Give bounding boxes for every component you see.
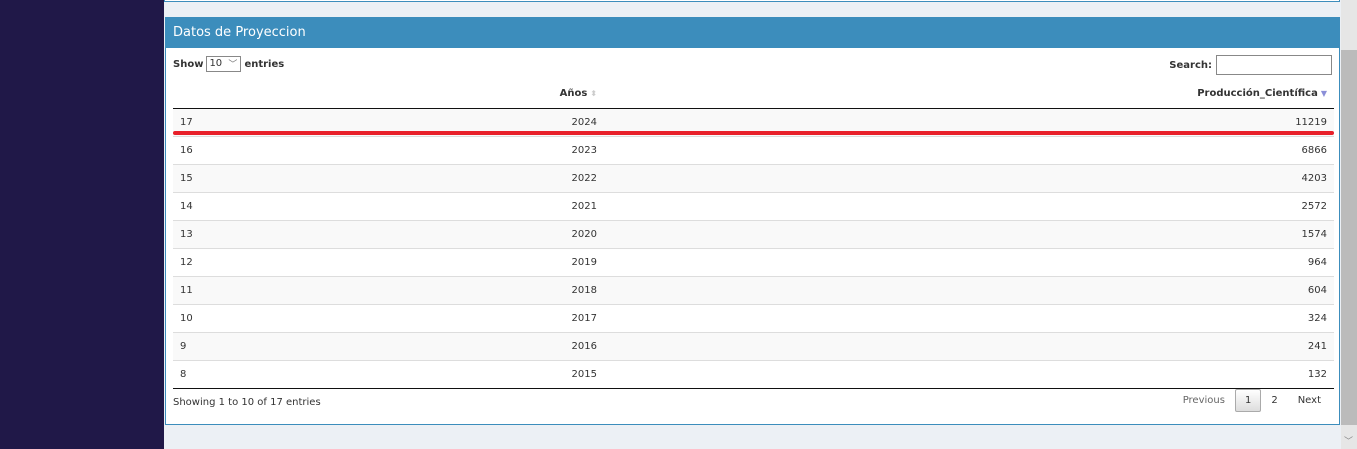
data-table: Años ⬍ Producción_Científica ▼ 17 2024 11219… [173,80,1334,389]
header-index[interactable] [173,80,403,109]
table-row[interactable]: 14 2021 2572 [173,191,1334,220]
page-2-button[interactable]: 2 [1271,395,1278,406]
table-row[interactable]: 8 2015 132 [173,359,1334,389]
header-anos[interactable]: Años ⬍ [403,80,604,109]
table-row[interactable]: 11 2018 604 [173,275,1334,304]
row-year: 2019 [403,247,604,276]
row-year: 2016 [403,331,604,360]
length-control: Show 10 ﹀ entries [173,56,284,72]
scrollbar-thumb[interactable] [1341,50,1357,425]
show-label: Show [173,58,204,70]
row-year: 2020 [403,219,604,248]
search-control: Search: [1169,55,1332,75]
scrollbar[interactable]: ﹀ [1341,0,1357,449]
row-index: 16 [173,135,403,164]
projection-data-box: Datos de Proyeccion Show 10 ﹀ entries Sea… [165,17,1340,425]
page-1-button[interactable]: 1 [1234,389,1262,412]
row-year: 2023 [403,135,604,164]
row-year: 2018 [403,275,604,304]
row-index: 10 [173,303,403,332]
sidebar [0,0,164,449]
row-year: 2021 [403,191,604,220]
row-index: 13 [173,219,403,248]
row-year: 2022 [403,163,604,192]
row-index: 12 [173,247,403,276]
pagination: Previous 1 2 Next [1173,389,1331,412]
header-produccion[interactable]: Producción_Científica ▼ [604,80,1334,109]
highlight-underline [173,131,1334,135]
row-production: 964 [604,247,1334,276]
entries-value: 10 [209,58,223,69]
table-row[interactable]: 15 2022 4203 [173,163,1334,192]
search-input[interactable] [1216,55,1332,75]
header-label: Producción_Científica [1197,88,1318,100]
next-button[interactable]: Next [1297,395,1321,406]
row-production: 132 [604,359,1334,389]
row-production: 6866 [604,135,1334,164]
table-row[interactable]: 16 2023 6866 [173,135,1334,164]
row-index: 9 [173,331,403,360]
row-production: 604 [604,275,1334,304]
sort-desc-icon: ▼ [1320,89,1327,99]
scroll-down-icon[interactable]: ﹀ [1344,437,1354,447]
chevron-down-icon: ﹀ [228,60,238,70]
row-index: 15 [173,163,403,192]
table-row[interactable]: 10 2017 324 [173,303,1334,332]
table-row[interactable]: 12 2019 964 [173,247,1334,276]
previous-button[interactable]: Previous [1182,395,1225,406]
entries-select[interactable]: 10 ﹀ [206,56,242,72]
table-row[interactable]: 13 2020 1574 [173,219,1334,248]
row-year: 2017 [403,303,604,332]
row-production: 1574 [604,219,1334,248]
row-production: 241 [604,331,1334,360]
sort-both-icon: ⬍ [590,89,597,99]
row-index: 11 [173,275,403,304]
entries-label: entries [244,58,285,70]
row-production: 4203 [604,163,1334,192]
box-title: Datos de Proyeccion [166,17,1339,48]
table-info: Showing 1 to 10 of 17 entries [173,397,321,408]
header-label: Años [559,88,588,100]
row-year: 2015 [403,359,604,389]
row-index: 14 [173,191,403,220]
row-production: 2572 [604,191,1334,220]
previous-box [164,0,1340,2]
search-label: Search: [1169,59,1212,71]
table-row[interactable]: 9 2016 241 [173,331,1334,360]
row-production: 324 [604,303,1334,332]
row-index: 8 [173,359,403,389]
